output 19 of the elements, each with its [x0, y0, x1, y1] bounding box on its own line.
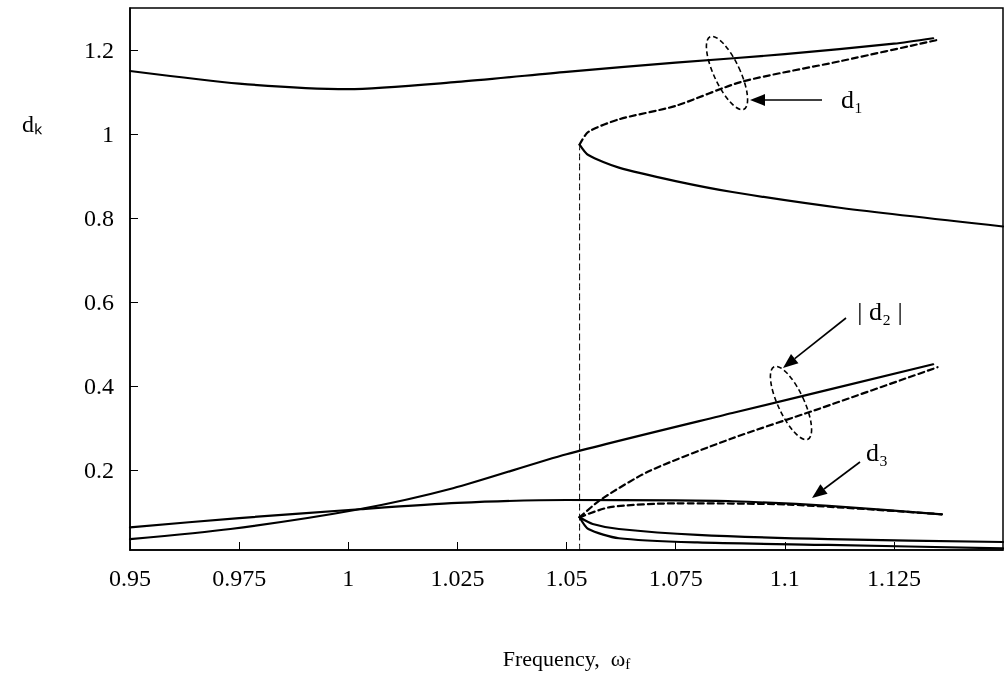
x-tick-label: 1.1 [769, 565, 800, 591]
x-tick-label: 1.075 [648, 565, 703, 591]
x-tick-label: 1 [342, 565, 355, 591]
y-tick-label: 0.2 [84, 457, 114, 484]
y-tick-label: 0.6 [84, 289, 114, 316]
x-tick-label: 1.05 [545, 565, 588, 591]
y-tick-label: 1.2 [84, 37, 114, 64]
x-tick-label: 0.95 [109, 565, 151, 591]
y-axis-title: dₖ [22, 111, 43, 137]
y-tick-label: 1 [102, 121, 114, 148]
y-tick-label: 0.4 [84, 373, 114, 400]
x-axis-title: Frequency, ωf [502, 646, 631, 672]
x-tick-label: 0.975 [212, 565, 267, 591]
annotation: | d₂ | [857, 296, 903, 326]
annotation: d₃ [865, 437, 889, 467]
y-tick-label: 0.8 [84, 205, 114, 232]
x-tick-label: 1.125 [866, 565, 921, 591]
x-tick-label: 1.025 [430, 565, 485, 591]
annotation: d₁ [840, 84, 864, 114]
